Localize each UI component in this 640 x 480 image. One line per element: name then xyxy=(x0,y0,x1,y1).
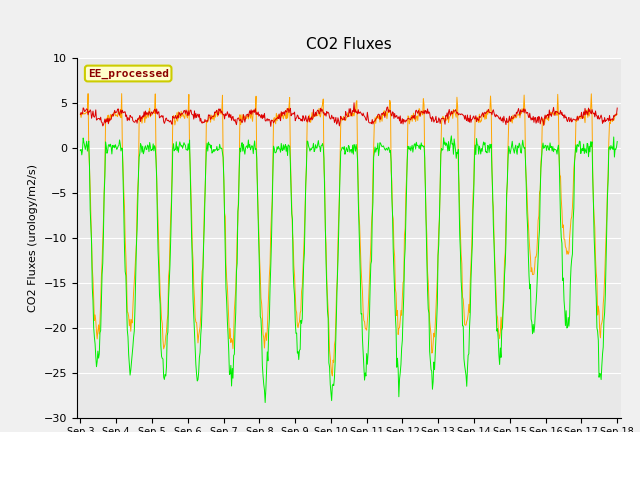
Line: gpp_ANNnight: gpp_ANNnight xyxy=(81,136,617,403)
er_ANNnight xyxy=(350,100,358,106)
wc_gf xyxy=(436,216,444,222)
gpp_ANNnight xyxy=(261,400,269,406)
gpp_ANNnight xyxy=(77,147,84,153)
wc_gf xyxy=(266,273,273,279)
gpp_ANNnight xyxy=(286,144,294,149)
Y-axis label: CO2 Fluxes (urology/m2/s): CO2 Fluxes (urology/m2/s) xyxy=(28,164,38,312)
gpp_ANNnight xyxy=(613,139,621,144)
gpp_ANNnight xyxy=(140,151,147,156)
gpp_ANNnight xyxy=(266,316,273,322)
Legend: gpp_ANNnight, er_ANNnight, wc_gf: gpp_ANNnight, er_ANNnight, wc_gf xyxy=(155,474,543,480)
er_ANNnight xyxy=(238,120,246,126)
er_ANNnight xyxy=(286,107,294,113)
gpp_ANNnight xyxy=(435,242,443,248)
wc_gf xyxy=(613,111,621,117)
wc_gf xyxy=(84,91,92,96)
Line: wc_gf: wc_gf xyxy=(81,94,617,376)
wc_gf xyxy=(77,111,84,117)
er_ANNnight xyxy=(267,123,275,129)
gpp_ANNnight xyxy=(447,133,455,139)
wc_gf xyxy=(286,95,294,100)
gpp_ANNnight xyxy=(238,140,246,145)
er_ANNnight xyxy=(436,117,444,122)
wc_gf xyxy=(406,121,413,127)
er_ANNnight xyxy=(77,111,84,117)
gpp_ANNnight xyxy=(405,145,413,151)
wc_gf xyxy=(328,373,336,379)
Title: CO2 Fluxes: CO2 Fluxes xyxy=(306,37,392,52)
er_ANNnight xyxy=(613,105,621,111)
er_ANNnight xyxy=(140,114,147,120)
wc_gf xyxy=(140,114,148,120)
er_ANNnight xyxy=(265,117,273,122)
Text: EE_processed: EE_processed xyxy=(88,68,169,79)
Line: er_ANNnight: er_ANNnight xyxy=(81,103,617,126)
er_ANNnight xyxy=(406,116,413,122)
wc_gf xyxy=(239,117,246,122)
